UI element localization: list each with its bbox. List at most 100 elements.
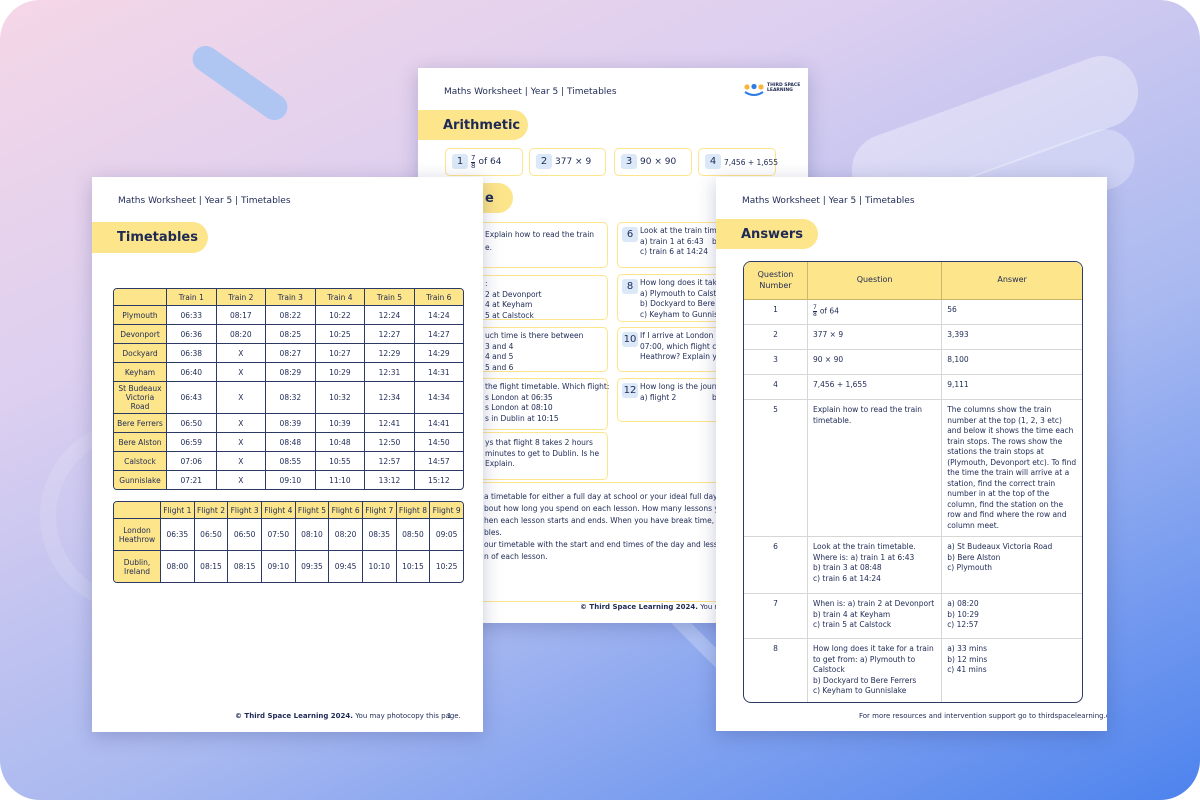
column-header: Question Number [744,262,808,300]
table-cell: X [215,470,267,489]
header-row: Train 1 Train 2 Train 3 Train 4 Train 5 Train… [114,289,463,306]
question-text: 377 × 9 [555,149,591,175]
column-header: Flight 5 [294,502,330,519]
table-row: Bere Ferrers 06:50 X 08:39 10:39 12:41 14:41 [114,413,463,433]
text-line: 07:00, which flight cou [640,341,726,351]
table-cell: 08:20 [215,324,267,344]
column-header: Flight 8 [395,502,431,519]
column-header: Flight 9 [429,502,463,519]
question-number: 4 [744,374,808,400]
table-row: 1 7 8 of 64 56 [744,299,1082,325]
text-line: s London at 06:35 [485,392,553,402]
table-cell: 3,393 [941,324,1082,350]
table-cell: 10:32 [314,381,366,414]
table-cell: 8,100 [941,349,1082,375]
text-line: Heathrow? Explain yo [640,352,722,361]
table-cell: 10:55 [314,451,366,471]
text-line: b [712,236,717,246]
table-cell: 12:57 [364,451,415,471]
table-cell: 08:27 [265,343,316,363]
text-line: e. [485,243,492,252]
question-box: 3 90 × 90 [614,148,692,176]
question-label: of 64 [478,157,502,167]
text-line: How long does it take fo [640,278,731,287]
table-cell: a) 33 mins b) 12 mins c) 41 mins [941,638,1082,702]
table-cell: 10:15 [395,550,431,582]
table-cell: 12:41 [364,413,415,433]
table-cell: 08:25 [265,324,316,344]
row-header: Dublin, Ireland [114,550,161,582]
text-line: When is: a) train 2 at Devonport [812,599,935,608]
question-number: 6 [744,536,808,594]
question-text: Explain how to read the train e. [485,228,594,254]
table-cell: 14:29 [413,343,463,363]
table-cell: X [215,362,267,382]
text-line: a) flight 2 [640,392,677,402]
column-header: Flight 7 [361,502,397,519]
text-line: c) train 5 at Calstock [812,620,892,629]
table-cell: 56 [941,299,1082,325]
question-label: 377 × 9 [555,157,592,167]
table-cell: 06:36 [166,324,217,344]
denominator: 8 [812,311,817,318]
table-cell: 9,111 [941,374,1082,400]
text-line: 2 at Devonport [485,289,542,299]
text-line: minutes to get to Dublin. Is he [485,448,600,458]
logo-dot [751,83,757,90]
table-row: 6 Look at the train timetable. Where is: … [744,536,1082,594]
header-row: Question Number Question Answer [744,262,1082,300]
question-number: 2 [744,324,808,350]
section-title: Timetables [92,222,208,253]
page-footer: For more resources and intervention supp… [859,712,1107,720]
table-cell: 14:24 [413,305,463,325]
table-cell: 06:35 [160,518,195,551]
answers-grid: Question Number Question Answer 1 7 8 of 64 56 2… [744,262,1082,702]
table-row: Dockyard 06:38 X 08:27 10:27 12:29 14:29 [114,343,463,363]
table-row: Calstock 07:06 X 08:55 10:55 12:57 14:57 [114,451,463,471]
table-cell: 08:32 [265,381,316,414]
table-cell: 12:31 [364,362,415,382]
table-cell: 14:41 [413,413,463,433]
table-row: St Budeaux Victoria Road 06:43 X 08:32 10:32… [114,381,463,414]
question-text: How long is the journe a) flight 2 [640,382,724,403]
table-cell: X [215,343,267,363]
table-cell: 90 × 90 [806,349,943,375]
question-text: If I arrive at London He 07:00, which fli… [640,331,726,363]
text-line: c) 41 mins [947,665,987,674]
column-header: Train 4 [314,289,366,306]
section-title: Answers [716,219,818,249]
text-line: 3 and 4 [485,341,514,351]
text-line: a) train 1 at 6:43 [640,236,704,246]
text-line: bout how long you spend on each lesson. … [484,504,740,513]
table-cell: 08:15 [193,550,229,582]
question-number: 7 [744,593,808,639]
text-line: 4 at Keyham [485,300,533,309]
table-cell: 08:39 [265,413,316,433]
text-line: Look at the train timet [640,226,725,235]
table-cell: X [215,432,267,452]
column-header: Train 5 [364,289,415,306]
row-header: Bere Alston [114,432,167,452]
table-cell: X [215,451,267,471]
table-cell: 06:50 [193,518,229,551]
table-cell: 06:40 [166,362,217,382]
text-line: bles. [484,528,502,537]
table-cell: 06:43 [166,381,217,414]
table-cell: 06:33 [166,305,217,325]
text-line: a) 33 mins [947,644,988,653]
table-cell: 09:10 [265,470,316,489]
table-cell: When is: a) train 2 at Devonport b) train… [806,593,943,639]
question-text: the flight timetable. Which flight: s Lon… [485,382,609,424]
numerator: 7 [812,304,817,312]
table-row: Gunnislake 07:21 X 09:10 11:10 13:12 15:12 [114,470,463,489]
text-line: 5 at Calstock [485,310,534,320]
worksheet-page: Maths Worksheet | Year 5 | Timetables Ti… [92,177,483,732]
table-cell: 08:22 [265,305,316,325]
table-cell: 08:29 [265,362,316,382]
table-cell: 08:50 [395,518,431,551]
row-header: Keyham [114,362,167,382]
